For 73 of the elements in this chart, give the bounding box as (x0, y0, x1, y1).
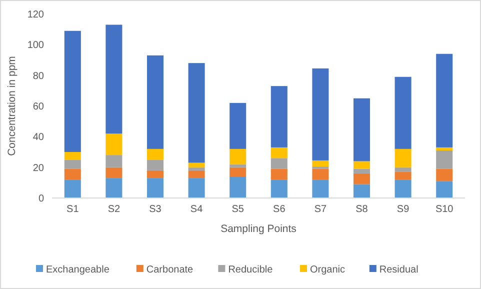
y-tick-label: 60 (32, 102, 44, 112)
bar (64, 168, 81, 180)
x-tick-label: S8 (356, 204, 368, 215)
bar (394, 76, 412, 149)
bar (64, 180, 81, 198)
bar (188, 63, 205, 163)
x-tick-label: S1 (66, 204, 80, 215)
bar (436, 168, 453, 182)
bar (353, 173, 370, 184)
bar (394, 167, 412, 172)
bar (436, 181, 453, 198)
y-tick-label: 0 (38, 194, 44, 204)
x-tick-label: S2 (108, 204, 121, 215)
bar (353, 184, 370, 198)
y-tick-label: 20 (32, 162, 44, 174)
bar (312, 68, 329, 160)
bar (146, 160, 164, 170)
y-tick-label: 40 (32, 132, 44, 144)
bar (394, 180, 412, 198)
bar (146, 178, 164, 198)
bar (106, 155, 122, 168)
bar (270, 86, 288, 148)
bar (146, 170, 164, 178)
bar (64, 160, 81, 169)
legend-label: Reducible (228, 264, 274, 276)
legend-label: Carbonate (146, 264, 194, 276)
y-tick-label: 80 (32, 70, 44, 82)
bar (146, 55, 164, 149)
bar (106, 24, 122, 134)
bar (312, 168, 329, 180)
bar (106, 178, 122, 198)
bar (64, 152, 81, 160)
y-tick-label: 120 (27, 10, 44, 20)
bar (230, 102, 246, 149)
bar (436, 150, 453, 169)
bar (394, 172, 412, 180)
bar (312, 180, 329, 198)
legend-label: Organic (310, 264, 346, 276)
bar (270, 180, 288, 198)
bar (188, 170, 205, 178)
x-tick-label: S3 (149, 204, 162, 215)
bar (353, 168, 370, 174)
legend-label: Residual (379, 264, 418, 276)
bar (353, 98, 370, 162)
bar (64, 30, 81, 152)
bar (188, 162, 205, 168)
x-tick-label: S4 (190, 204, 204, 215)
x-tick-label: S6 (273, 204, 286, 215)
x-tick-label: S5 (232, 204, 244, 215)
bar (188, 167, 205, 170)
bar (270, 158, 288, 169)
bar (270, 168, 288, 180)
legend-label: Exchangeable (46, 264, 110, 276)
bar (436, 147, 453, 150)
x-tick-label: S7 (314, 204, 328, 215)
y-tick-label: 100 (27, 40, 44, 52)
bar (436, 54, 453, 148)
bar (270, 147, 288, 158)
y-axis-title: Concentration in ppm (6, 56, 18, 156)
bar (230, 164, 246, 168)
bar (394, 148, 412, 168)
bar (188, 178, 205, 198)
x-tick-label: S10 (435, 204, 454, 215)
x-axis-title: Sampling Points (220, 223, 296, 235)
bar (353, 161, 370, 169)
bar (230, 148, 246, 164)
bar (106, 167, 122, 178)
bar (106, 134, 122, 156)
bar (230, 167, 246, 177)
bar (312, 160, 329, 167)
bar (146, 148, 164, 160)
bar (230, 176, 246, 198)
x-tick-label: S9 (396, 204, 410, 215)
